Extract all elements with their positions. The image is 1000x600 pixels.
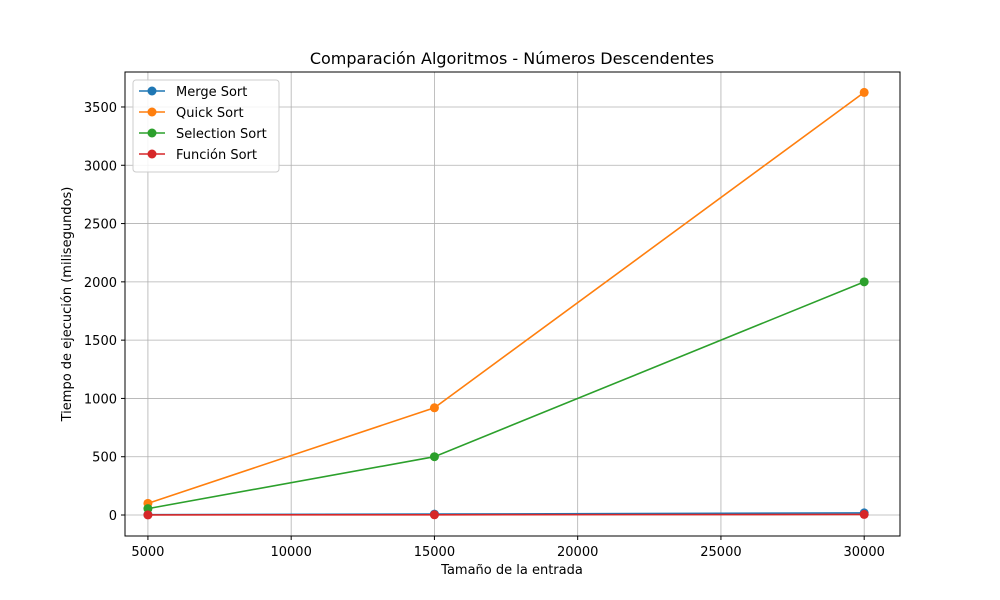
data-point-funci-n-sort xyxy=(143,510,153,520)
y-tick-label: 1000 xyxy=(84,392,117,407)
x-axis-label: Tamaño de la entrada xyxy=(440,563,583,578)
legend-label: Quick Sort xyxy=(176,106,244,121)
data-point-selection-sort xyxy=(429,452,439,462)
chart-title: Comparación Algoritmos - Números Descend… xyxy=(310,49,714,68)
x-tick-label: 5000 xyxy=(131,545,164,560)
y-axis: 0 500 1000 1500 2000 2500 3000 3500 xyxy=(84,101,125,524)
y-tick-label: 3000 xyxy=(84,159,117,174)
data-point-quick-sort xyxy=(429,403,439,413)
x-axis: 5000 10000 15000 20000 25000 30000 xyxy=(131,536,885,560)
series-funci-n-sort xyxy=(143,509,869,520)
legend-item: Merge Sort xyxy=(139,85,247,100)
legend-item: Selection Sort xyxy=(139,127,267,142)
data-point-funci-n-sort xyxy=(429,510,439,520)
x-tick-label: 25000 xyxy=(700,545,741,560)
legend-label: Selection Sort xyxy=(176,127,267,142)
y-tick-label: 1500 xyxy=(84,334,117,349)
legend-item: Quick Sort xyxy=(139,106,244,121)
legend-marker xyxy=(147,86,157,96)
y-tick-label: 2000 xyxy=(84,276,117,291)
data-point-selection-sort xyxy=(859,277,869,287)
legend-marker xyxy=(147,149,157,159)
legend-marker xyxy=(147,107,157,117)
y-tick-label: 3500 xyxy=(84,101,117,116)
legend-item: Función Sort xyxy=(139,148,257,163)
grid xyxy=(125,72,900,536)
legend-label: Merge Sort xyxy=(176,85,247,100)
data-point-selection-sort xyxy=(143,504,153,514)
y-tick-label: 500 xyxy=(92,451,117,466)
x-tick-label: 30000 xyxy=(844,545,885,560)
data-point-funci-n-sort xyxy=(859,509,869,519)
legend-label: Función Sort xyxy=(176,148,257,163)
y-tick-label: 0 xyxy=(109,509,117,524)
plot-frame xyxy=(124,71,901,537)
series-quick-sort xyxy=(143,87,869,508)
y-axis-label: Tiempo de ejecución (milisegundos) xyxy=(60,187,75,423)
legend-box xyxy=(132,79,280,173)
series-layer xyxy=(143,87,869,520)
x-tick-label: 20000 xyxy=(557,545,598,560)
x-tick-label: 15000 xyxy=(414,545,455,560)
legend-marker xyxy=(147,128,157,138)
y-tick-label: 2500 xyxy=(84,218,117,233)
series-selection-sort xyxy=(143,277,869,514)
series-line-selection-sort xyxy=(147,281,865,510)
data-point-quick-sort xyxy=(859,87,869,97)
x-tick-label: 10000 xyxy=(270,545,311,560)
legend: Merge Sort Quick Sort Selection Sort Funció… xyxy=(132,79,280,173)
